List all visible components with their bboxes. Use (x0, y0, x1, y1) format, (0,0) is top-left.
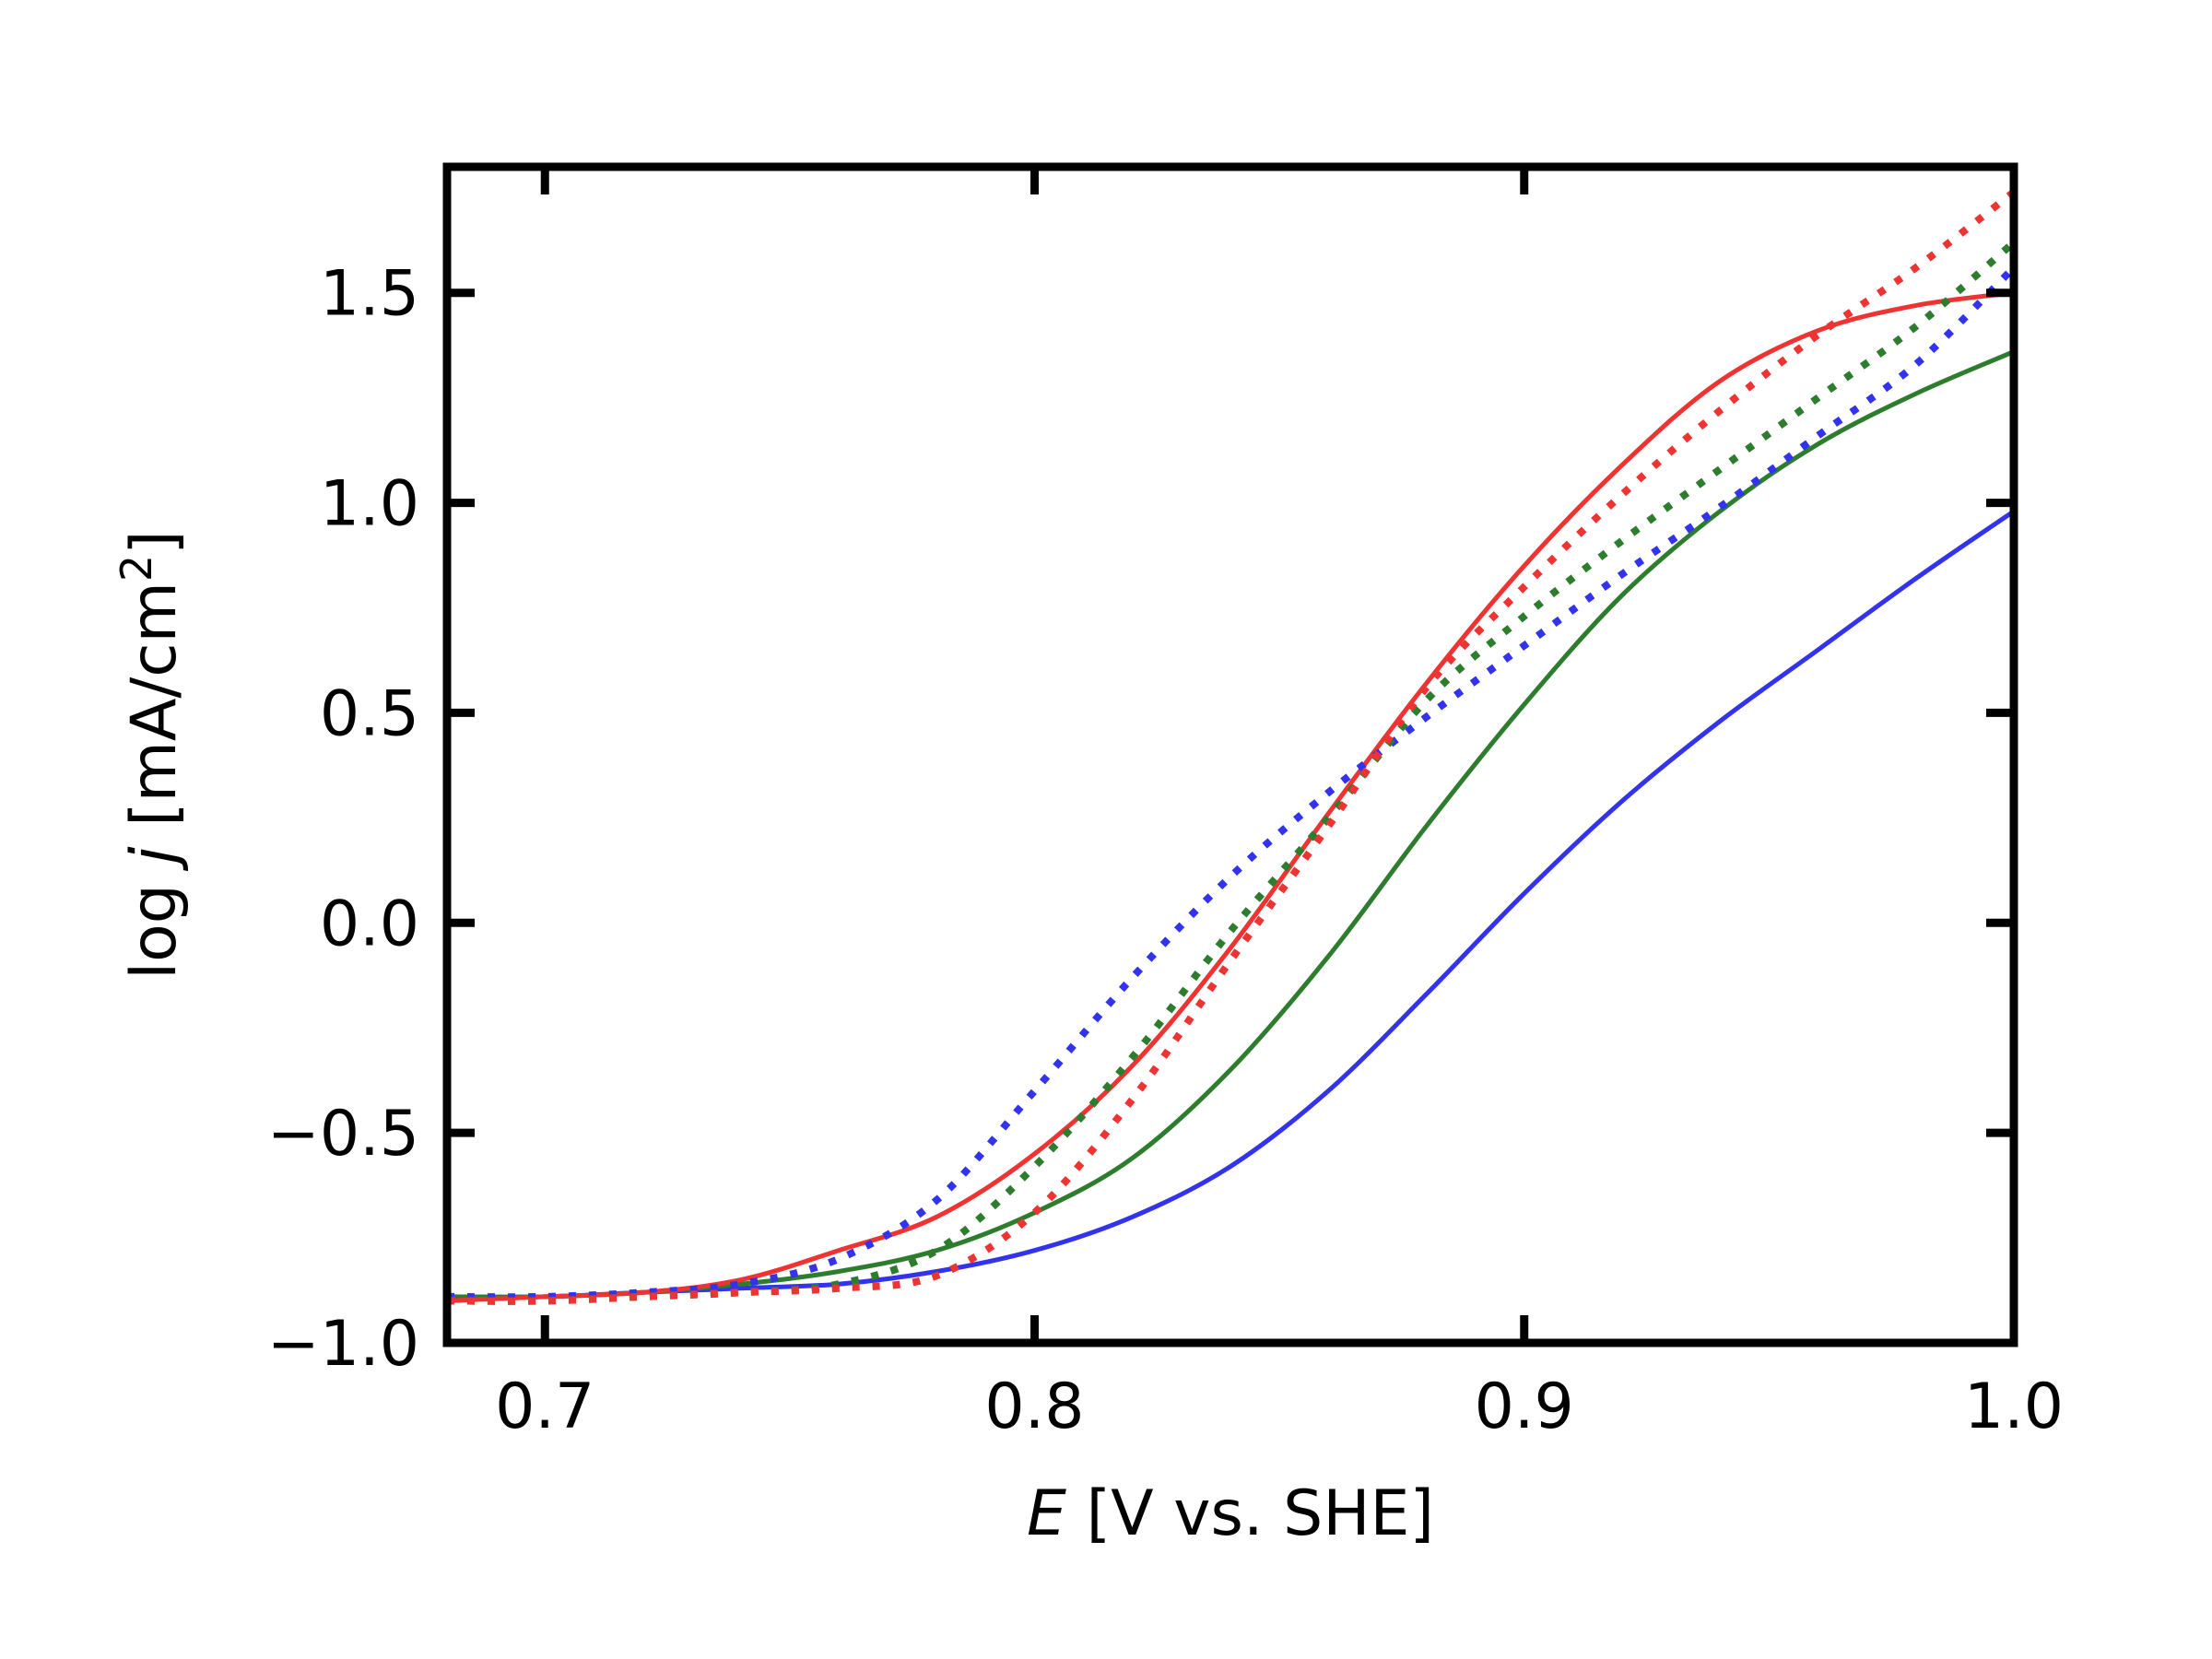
y-tick-label: 1.0 (320, 468, 419, 541)
y-axis-close: ] (118, 530, 191, 555)
series-layer (447, 189, 2014, 1305)
x-tick-label: 0.9 (1475, 1371, 1574, 1443)
y-tick-label: −0.5 (267, 1098, 419, 1171)
y-axis-unit: [mA/cm (118, 582, 191, 846)
x-axis-unit: [V vs. SHE] (1066, 1477, 1434, 1550)
x-tick-label: 1.0 (1964, 1371, 2064, 1443)
y-tick-label: 0.0 (320, 888, 419, 960)
series-line-1-solid (447, 509, 2014, 1300)
series-line-3-solid (447, 290, 2014, 1303)
series-line-6-dotted (447, 189, 2014, 1305)
x-axis-var: E (1027, 1477, 1066, 1550)
series-line-2-solid (447, 349, 2014, 1300)
y-axis-unit-sup: 2 (112, 555, 161, 582)
x-tick-label: 0.7 (495, 1371, 594, 1443)
y-axis-prefix: log (118, 864, 191, 979)
x-tick-label: 0.8 (984, 1371, 1084, 1443)
plot-frame (442, 162, 2018, 1347)
x-axis-label: E [V vs. SHE] (1027, 1477, 1434, 1550)
series-line-4-dotted (447, 265, 2014, 1301)
y-tick-label: 1.5 (320, 258, 419, 331)
series-line-5-dotted (447, 239, 2014, 1305)
y-tick-label: 0.5 (320, 677, 419, 750)
tick-layer: 0.7 0.8 0.9 1.0 −1.0 −0.5 0.0 0.5 1.0 1.5 (267, 167, 2064, 1443)
y-tick-label: −1.0 (267, 1308, 419, 1381)
y-axis-label: log j [mA/cm2] (112, 530, 191, 979)
